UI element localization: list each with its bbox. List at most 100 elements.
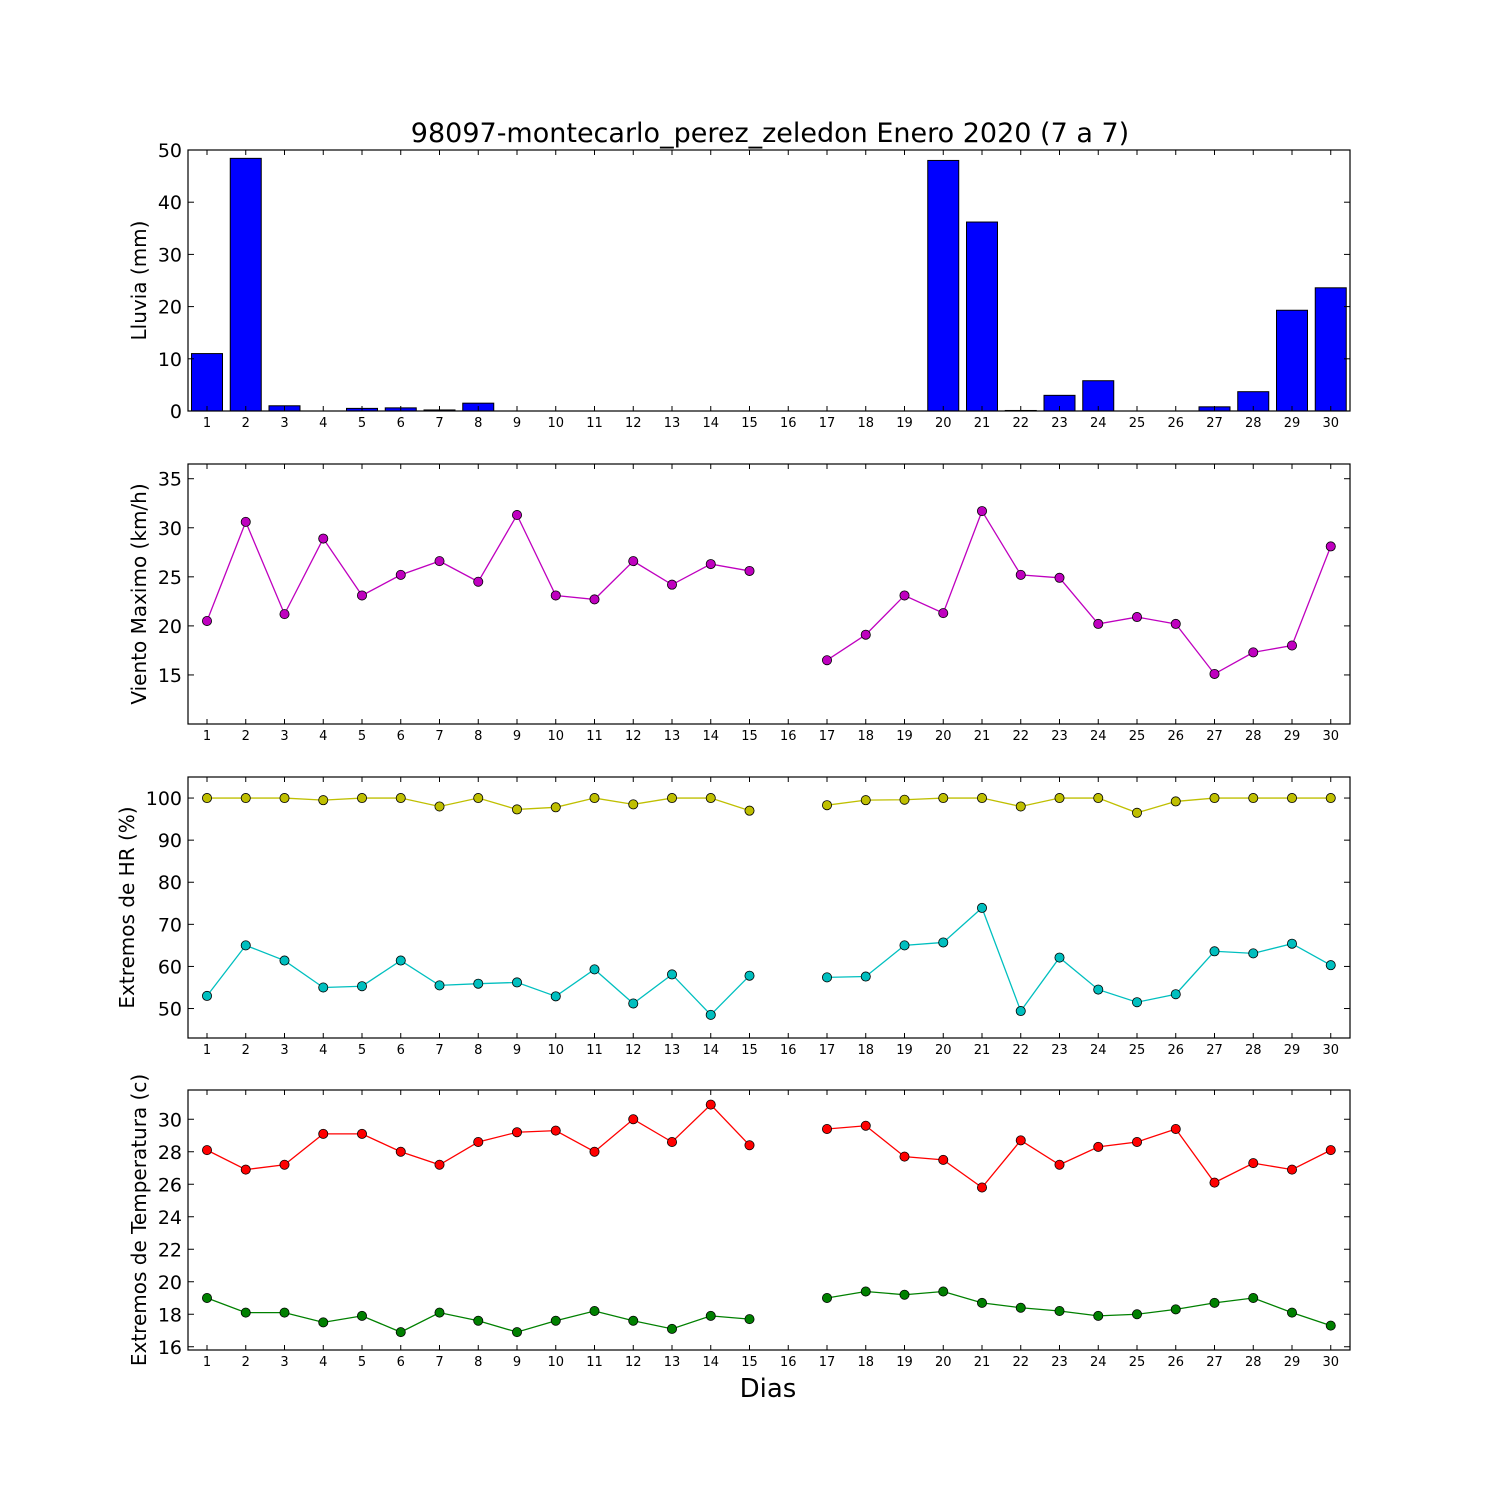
data-point [550,1125,561,1136]
x-tick-label: 24 [1090,1355,1107,1370]
x-tick-label: 9 [513,1355,521,1370]
data-point [473,793,484,804]
data-point [1170,618,1181,629]
y-tick-label: 26 [158,1174,182,1196]
data-point [434,980,445,991]
data-point [279,955,290,966]
data-point [628,799,639,810]
series-line [826,797,1331,814]
data-point [1054,572,1065,583]
panel-4: 1 2 3 4 5 6 7 8 9 10 11 12 13 14 15 16 17 18 19 20 21 22 23 24 2… [127,1074,1351,1370]
x-tick-label: 14 [702,1355,719,1370]
x-tick-label: 26 [1167,1043,1184,1058]
figure-title: 98097-montecarlo_perez_zeledon Enero 202… [411,118,1129,149]
x-tick-label: 8 [474,416,482,431]
x-tick-label: 2 [242,1043,250,1058]
x-tick-label: 18 [857,729,874,744]
data-point [667,1323,678,1334]
data-point [705,1310,716,1321]
data-point [589,1306,600,1317]
data-point [705,1099,716,1110]
data-point [1054,1306,1065,1317]
data-point [1325,960,1336,971]
axis-frame [187,776,1351,1039]
data-point [589,964,600,975]
x-tick-label: 12 [625,729,642,744]
data-point [1054,952,1065,963]
data-point [1209,668,1220,679]
data-point [977,1297,988,1308]
x-tick-label: 4 [319,1043,327,1058]
x-axis-label: Dias [740,1374,797,1404]
data-point [822,1124,833,1135]
y-tick-label: 30 [158,518,182,540]
series-line [826,906,1332,1013]
data-point [240,1164,251,1175]
x-tick-label: 22 [1012,729,1029,744]
data-point [473,576,484,587]
x-tick-label: 12 [625,416,642,431]
x-tick-label: 30 [1322,729,1339,744]
x-tick-label: 15 [741,1355,758,1370]
data-point [938,793,949,804]
data-point [240,1307,251,1318]
data-point [1093,793,1104,804]
data-point [1287,640,1298,651]
data-point [240,516,251,527]
data-point [938,1154,949,1165]
data-point [240,793,251,804]
data-point [667,793,678,804]
data-point [318,1317,329,1328]
x-tick-label: 5 [358,1355,366,1370]
data-point [1209,793,1220,804]
data-point [1015,1302,1026,1313]
x-tick-label: 23 [1051,416,1068,431]
x-tick-label: 4 [319,1355,327,1370]
data-point [628,998,639,1009]
data-point [589,594,600,605]
rain-bar [1082,380,1115,412]
x-tick-label: 10 [547,416,564,431]
y-tick-label: 30 [158,1109,182,1131]
data-point [1170,989,1181,1000]
data-point [977,793,988,804]
data-point [1132,807,1143,818]
data-point [1248,1293,1259,1304]
x-tick-label: 7 [435,1355,443,1370]
data-point [1132,1309,1143,1320]
y-tick-label: 35 [158,469,182,491]
series-line [826,1290,1331,1327]
x-tick-label: 1 [203,416,211,431]
x-tick-label: 3 [280,1043,288,1058]
x-tick-label: 6 [397,416,405,431]
x-tick-label: 11 [586,1043,603,1058]
x-tick-label: 8 [474,1043,482,1058]
y-axis-label: Lluvia (mm) [127,221,151,341]
data-point [1248,647,1259,658]
data-point [1132,612,1143,623]
x-tick-label: 9 [513,729,521,744]
series-line [206,513,750,622]
data-point [434,801,445,812]
data-point [938,937,949,948]
x-tick-label: 27 [1206,1355,1223,1370]
x-tick-label: 29 [1284,1355,1301,1370]
data-point [1287,1307,1298,1318]
x-tick-label: 3 [280,1355,288,1370]
x-tick-label: 4 [319,416,327,431]
data-point [744,565,755,576]
x-tick-label: 28 [1245,1355,1262,1370]
data-point [473,1315,484,1326]
x-tick-label: 23 [1051,729,1068,744]
data-point [1015,569,1026,580]
x-tick-label: 25 [1129,1355,1146,1370]
data-point [318,1128,329,1139]
x-tick-label: 13 [664,729,681,744]
x-tick-label: 22 [1012,416,1029,431]
rain-bar [1314,287,1347,412]
data-point [279,1159,290,1170]
data-point [279,1307,290,1318]
data-point [279,609,290,620]
data-point [667,1137,678,1148]
x-tick-label: 4 [319,729,327,744]
